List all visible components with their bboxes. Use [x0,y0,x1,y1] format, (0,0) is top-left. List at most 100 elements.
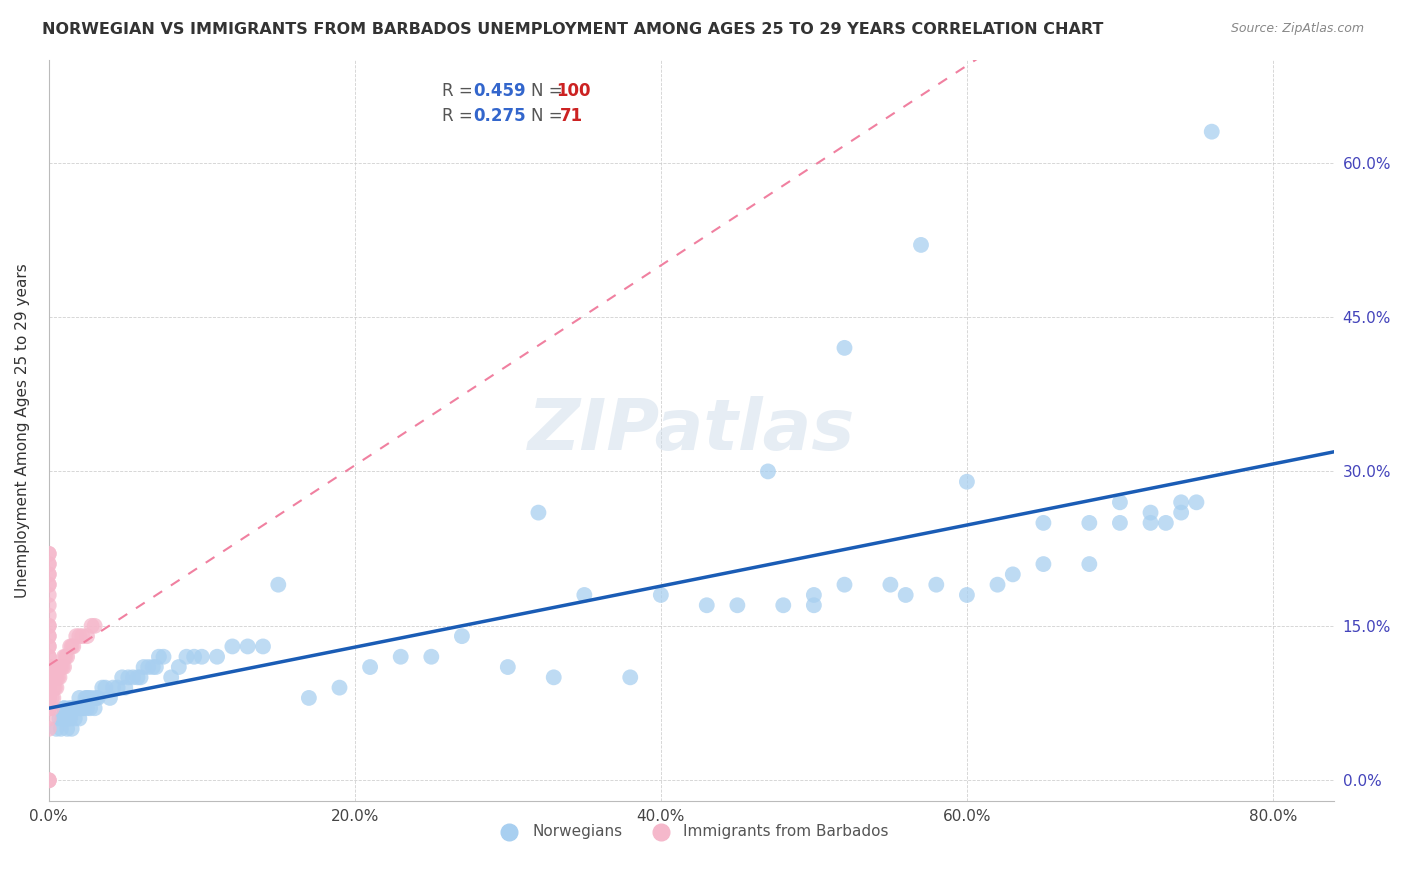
Point [38,547,60,561]
Point [72,629,94,643]
Point [101,681,124,695]
Point [38,660,60,674]
Point [167,660,190,674]
Point [1109,495,1132,509]
Point [63,712,86,726]
Point [1078,516,1101,530]
Point [148,649,170,664]
Point [1032,516,1054,530]
Point [41,690,63,705]
Point [77,690,100,705]
Point [451,629,474,643]
Point [59,712,82,726]
Point [136,660,159,674]
Text: R =: R = [441,82,472,100]
Point [83,619,105,633]
Point [696,599,718,613]
Point [38,681,60,695]
Point [45,670,67,684]
Point [41,701,63,715]
Point [38,690,60,705]
Point [38,701,60,715]
Point [58,712,80,726]
Text: 100: 100 [557,82,591,100]
Point [53,660,76,674]
Point [38,670,60,684]
Point [38,557,60,571]
Point [1078,557,1101,571]
Point [60,701,83,715]
Point [56,722,79,736]
Point [49,660,72,674]
Point [38,629,60,643]
Point [1139,506,1161,520]
Point [48,660,70,674]
Point [94,681,117,695]
Point [389,649,412,664]
Point [772,599,794,613]
Point [84,690,107,705]
Point [44,681,66,695]
Point [49,722,72,736]
Point [38,681,60,695]
Point [45,681,67,695]
Point [80,619,103,633]
Point [38,660,60,674]
Point [38,649,60,664]
Point [619,670,641,684]
Point [38,681,60,695]
Point [38,681,60,695]
Point [160,670,183,684]
Point [56,712,79,726]
Point [38,640,60,654]
Point [38,773,60,788]
Legend: Norwegians, Immigrants from Barbados: Norwegians, Immigrants from Barbados [488,818,896,845]
Point [38,773,60,788]
Point [496,660,519,674]
Point [221,640,243,654]
Point [55,649,77,664]
Point [38,577,60,591]
Text: ZIPatlas: ZIPatlas [527,396,855,465]
Point [803,599,825,613]
Point [38,722,60,736]
Point [38,640,60,654]
Point [53,701,76,715]
Point [51,712,73,726]
Point [38,649,60,664]
Text: 71: 71 [561,107,583,125]
Point [53,649,76,664]
Point [127,670,149,684]
Point [60,640,83,654]
Point [956,588,979,602]
Point [132,660,155,674]
Point [142,660,165,674]
Point [76,701,98,715]
Point [834,341,856,355]
Point [1154,516,1177,530]
Point [1201,125,1223,139]
Point [803,588,825,602]
Point [38,670,60,684]
Point [83,701,105,715]
Point [38,660,60,674]
Point [1032,557,1054,571]
Point [53,701,76,715]
Point [205,649,228,664]
Point [75,690,97,705]
Point [67,712,90,726]
Point [58,701,80,715]
Y-axis label: Unemployment Among Ages 25 to 29 years: Unemployment Among Ages 25 to 29 years [15,263,30,598]
Point [38,557,60,571]
Point [420,649,443,664]
Point [48,670,70,684]
Point [98,690,121,705]
Point [38,567,60,582]
Point [38,619,60,633]
Point [46,670,69,684]
Point [72,701,94,715]
Point [129,670,152,684]
Point [38,690,60,705]
Point [38,608,60,623]
Text: 0.275: 0.275 [472,107,526,125]
